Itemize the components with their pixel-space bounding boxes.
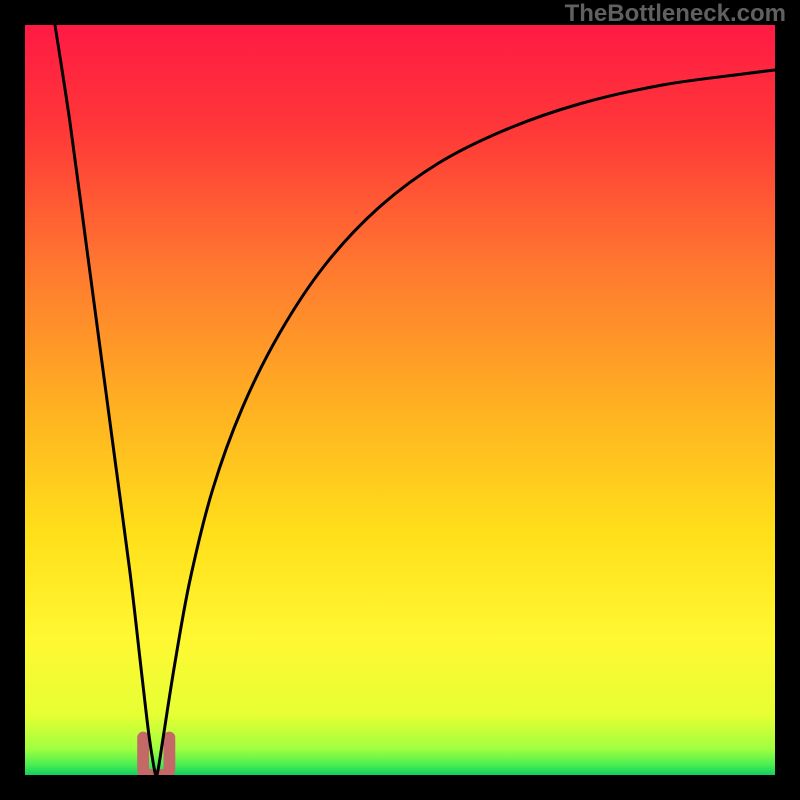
plot-area (25, 25, 775, 775)
chart-svg (25, 25, 775, 775)
watermark-text: TheBottleneck.com (565, 0, 786, 28)
gradient-background (25, 25, 775, 775)
chart-container: TheBottleneck.com (0, 0, 800, 800)
